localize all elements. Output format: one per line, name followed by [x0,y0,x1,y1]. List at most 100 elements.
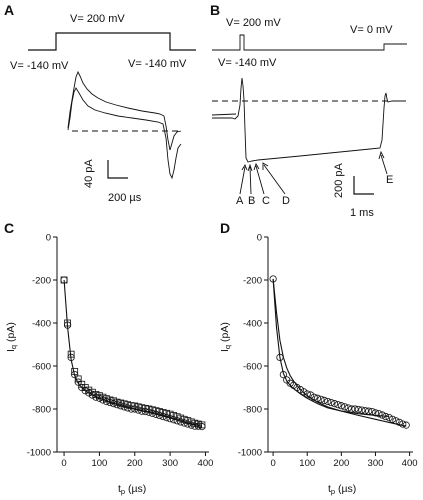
panel-d-y-axis-label: Iq (pA) [219,322,232,352]
panel-c-square-point [191,419,199,427]
panel-c-square-point [163,409,170,417]
panel-d-plot: 0 -200 -400 -600 -800 -1000 0 100 200 300 400 [238,233,418,470]
panel-b-current-trace-pre [211,113,237,116]
panel-c-x-tick-label: 300 [162,458,178,469]
panel-b-arrow-d [262,162,286,195]
panel-d-x-tick-label: 100 [299,458,315,469]
panel-a-v-left-label: V= -140 mV [10,60,69,72]
panel-a-scale-bar [107,160,128,179]
panel-d-circle-point [388,415,397,423]
panel-d-circle-point [354,405,363,414]
panel-c-square-point [156,408,163,415]
panel-c-square-point [159,409,167,416]
panel-b-letter: B [210,2,220,18]
panel-d-circle-point [399,420,407,428]
panel-b-arrow-a [239,163,248,195]
panel-b-arrow-e [378,150,388,175]
panel-c-y-tick-label: -800 [32,405,51,416]
panel-d-circle-point [375,410,383,418]
panel-c-square-point [124,401,132,409]
panel-d-y-tick-label: 0 [257,233,262,244]
panel-d-circle-point [385,413,393,422]
panel-a-v-high-label: V= 200 mV [70,13,125,25]
panel-a-scale-x-label: 200 µs [108,192,142,204]
panel-c-square-point [117,399,125,407]
panel-b-current-trace [212,77,406,163]
panel-c: C Iq (pA) tp (µs) 0 -200 -400 -600 -800 -1000… [4,220,213,496]
panel-c-square-point [194,420,202,428]
panel-b-point-e: E [386,174,393,186]
panel-c-square-point [99,393,107,401]
panel-d-y-tick-label: -800 [243,405,262,416]
panel-c-square-point [110,397,117,405]
panel-d-circle-point [337,402,345,410]
panel-b-v-high-label: V= 200 mV [226,17,281,29]
panel-b: B V= 200 mV V= -140 mV V= 0 mV 200 pA 1 … [210,2,407,219]
panel-d-circle-point [317,395,325,403]
panel-b-v-zero-label: V= 0 mV [350,24,393,36]
panel-b-scale-x-label: 1 ms [350,207,374,219]
panel-d-circle-point [344,404,352,412]
panel-c-letter: C [4,220,14,236]
panel-c-y-tick-label: -200 [32,276,51,287]
panel-c-square-point [103,395,110,403]
panel-c-y-tick-label: 0 [46,233,51,244]
panel-d-circle-point [378,411,386,419]
panel-c-fit-line-2 [63,279,203,427]
panel-b-scale-y-label: 200 pA [333,162,345,198]
panel-d-y-tick-label: -400 [243,319,262,330]
panel-c-square-point [198,421,206,429]
panel-c-square-point [92,390,100,398]
panel-b-arrow-c [253,162,265,195]
panel-a-voltage-protocol [28,32,196,51]
panel-c-y-axis-label: Iq (pA) [5,322,18,352]
panel-d-x-axis-label: tp (µs) [328,483,356,496]
panel-d-circle-point [327,398,335,407]
panel-d-circle-point [334,401,342,409]
panel-a-current-trace-upper [67,70,182,151]
panel-c-plot: 0 -200 -400 -600 -800 -1000 0 100 200 300 400 [27,233,214,470]
panel-c-square-point [184,417,192,425]
panel-c-circle-point [148,409,157,417]
panel-b-point-a: A [236,195,244,207]
panel-d-fit-line-2 [272,278,407,427]
panel-d: D Iq (pA) tp (µs) 0 -200 -400 -600 -800 -1000… [219,220,418,496]
panel-d-x-tick-label: 400 [402,458,418,469]
panel-c-square-point [106,396,114,404]
panel-d-y-tick-label: -600 [243,362,262,373]
panel-d-x-tick-label: 300 [368,458,384,469]
panel-b-arrow-b [247,163,253,195]
panel-a-v-right-label: V= -140 mV [128,58,187,70]
panel-d-circle-point [358,406,366,414]
panel-d-circle-point [341,403,349,411]
panel-d-y-tick-label: -1000 [238,448,262,459]
panel-c-y-tick-label: -1000 [27,448,51,459]
panel-d-circle-point [330,400,339,408]
panel-d-letter: D [220,220,230,236]
panel-d-circle-point [395,418,403,426]
panel-b-point-c: C [262,195,270,207]
panel-a-letter: A [4,2,14,18]
panel-c-x-tick-label: 0 [61,458,66,469]
panel-b-voltage-protocol [212,34,407,51]
panel-c-x-tick-label: 200 [127,458,143,469]
panel-a: A V= 200 mV V= -140 mV V= -140 mV 40 pA … [4,2,196,204]
panel-d-x-tick-label: 200 [333,458,349,469]
panel-d-circle-point [351,405,359,413]
panel-c-y-tick-label: -400 [32,319,51,330]
panel-d-x-tick-label: 0 [270,458,275,469]
panel-d-fit-line-1 [272,278,390,418]
panel-b-scale-bar [353,176,374,195]
panel-c-square-point [120,400,128,408]
panel-c-y-tick-label: -600 [32,362,51,373]
panel-c-x-tick-label: 400 [198,458,214,469]
panel-c-square-point [74,375,82,383]
panel-d-y-tick-label: -200 [243,276,262,287]
panel-b-v-left-label: V= -140 mV [218,57,277,69]
panel-d-circle-point [320,396,328,404]
panel-c-square-point [166,410,174,418]
panel-c-square-point [187,418,195,426]
panel-d-circle-point [324,397,332,406]
panel-c-x-tick-label: 100 [91,458,107,469]
